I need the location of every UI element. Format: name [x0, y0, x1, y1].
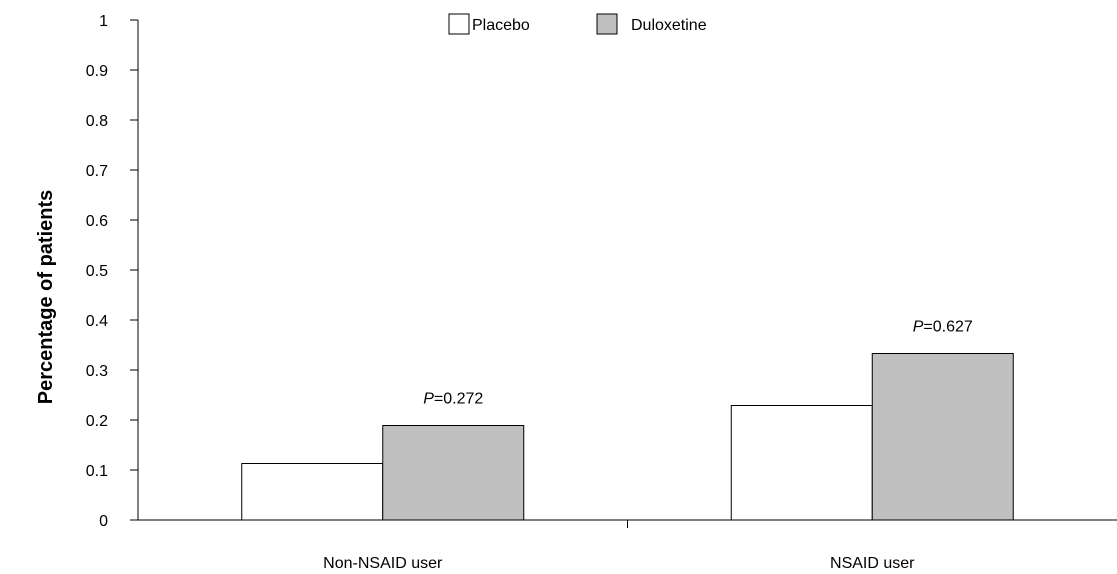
y-tick-label: 0.6: [86, 213, 108, 230]
bar-duloxetine-0: [382, 425, 525, 521]
y-tick-labels: 0 0.1 0.2 0.3 0.4 0.5 0.6 0.7 0.8 0.9 1: [86, 13, 108, 530]
category-label: Non-NSAID user: [323, 555, 443, 572]
y-tick-label: 0.1: [86, 463, 108, 480]
bar-duloxetine-1: [871, 353, 1014, 521]
p-symbol: P: [423, 391, 434, 408]
y-tick-label: 0.8: [86, 113, 108, 130]
category-label: NSAID user: [830, 555, 915, 572]
y-tick-label: 0.4: [86, 313, 108, 330]
legend-label-placebo: Placebo: [472, 17, 530, 34]
bar-placebo-1: [730, 405, 873, 521]
y-tick-label: 0.7: [86, 163, 108, 180]
p-value: =0.627: [923, 319, 972, 336]
legend-swatch-duloxetine: [596, 13, 618, 35]
y-tick-label: 1: [99, 13, 108, 30]
p-symbol: P: [913, 319, 924, 336]
legend-label-duloxetine: Duloxetine: [631, 17, 707, 34]
p-value: =0.272: [434, 391, 483, 408]
y-tick-label: 0.2: [86, 413, 108, 430]
y-tick-label: 0.9: [86, 63, 108, 80]
category-labels: Non-NSAID user NSAID user: [323, 555, 915, 572]
p-value-annotation: P=0.627: [913, 319, 973, 336]
p-value-annotation: P=0.272: [423, 391, 483, 408]
y-axis-label: Percentage of patients: [35, 190, 57, 405]
y-tick-label: 0.5: [86, 263, 108, 280]
y-tick-label: 0: [99, 513, 108, 530]
y-tick-label: 0.3: [86, 363, 108, 380]
bar-placebo-0: [241, 463, 384, 521]
bars: [241, 353, 1014, 521]
legend: Placebo Duloxetine: [448, 13, 707, 35]
legend-swatch-placebo: [448, 13, 470, 35]
